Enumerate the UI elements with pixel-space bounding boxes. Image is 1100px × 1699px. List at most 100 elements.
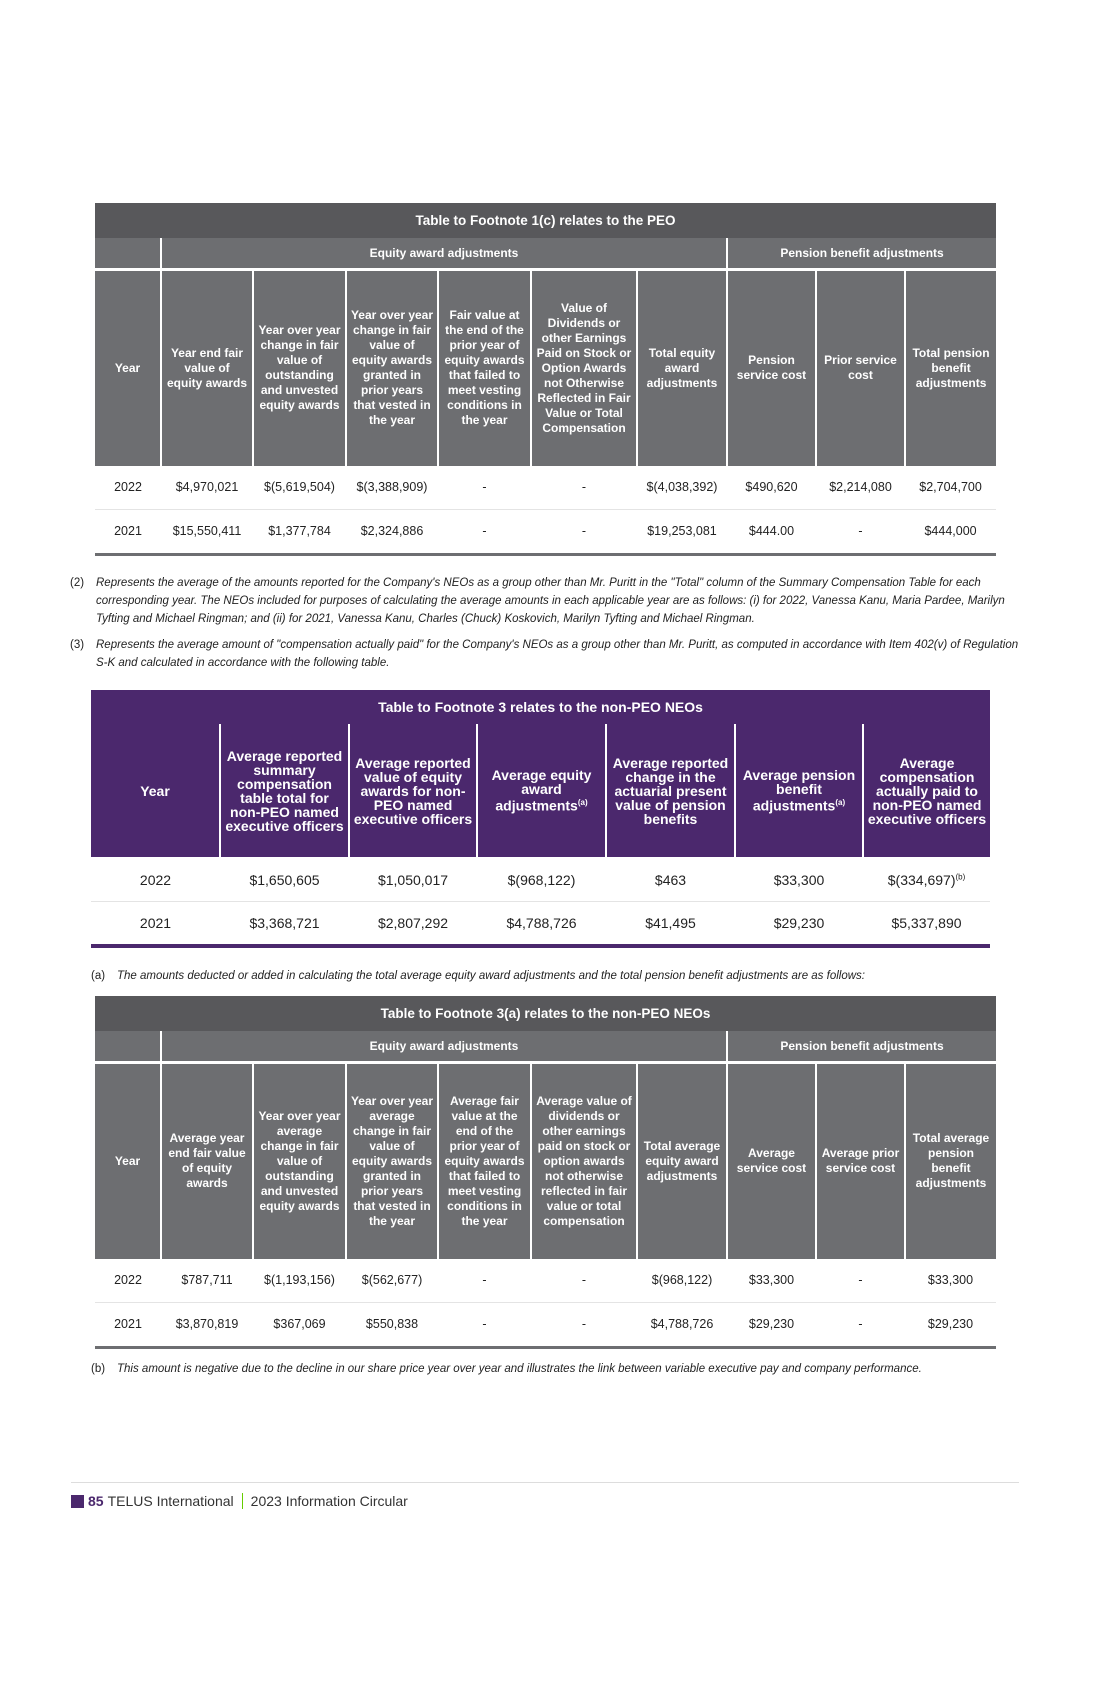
column-header-label: Average reported summary compensation ta… — [225, 747, 344, 834]
column-header: Year over year average change in fair va… — [252, 1062, 346, 1259]
footnote-2: (2) Represents the average of the amounts… — [70, 577, 1005, 625]
cell-value: $3,870,819 — [175, 1317, 239, 1331]
table-cell: $550,838 — [346, 1302, 438, 1349]
table-cell: $2,214,080 — [816, 465, 905, 510]
column-header: Pension service cost — [726, 269, 816, 466]
footnote-marker: (a) — [835, 798, 846, 808]
table-cell: $33,300 — [727, 1258, 816, 1303]
cell-value: $33,300 — [748, 1273, 795, 1287]
column-header: Year over year change in fair value of o… — [252, 269, 346, 466]
group-header: Equity award adjustments — [160, 1031, 727, 1064]
table-cell: 2021 — [95, 1302, 161, 1349]
cell-value: $1,050,017 — [377, 872, 449, 888]
table-row: 2021 $3,368,721 $2,807,292 $4,788,726 $41,49… — [91, 901, 991, 948]
column-header: Average reported summary compensation ta… — [219, 724, 349, 859]
cell-value: $1,650,605 — [249, 872, 320, 888]
table-cell: - — [438, 465, 531, 510]
table-cell: $29,230 — [735, 901, 863, 948]
table-title: Table to Footnote 1(c) relates to the PE… — [95, 203, 997, 238]
table-cell: $490,620 — [727, 465, 816, 510]
column-header: Average fair value at the end of the pri… — [437, 1062, 531, 1259]
footnote-3: (3) Represents the average amount of "com… — [70, 639, 1019, 669]
footnote-b: (b) This amount is negative due to the de… — [91, 1363, 922, 1375]
table-cell: $2,807,292 — [349, 901, 477, 948]
cell-value: $5,337,890 — [891, 915, 962, 931]
cell-value: $2,704,700 — [919, 480, 982, 494]
table-cell: 2022 — [91, 858, 220, 902]
table-cell: - — [438, 1302, 531, 1349]
cell-value: $4,788,726 — [506, 915, 577, 931]
cell-value: $29,230 — [773, 915, 825, 931]
cell-value: - — [482, 1273, 487, 1287]
table-cell: - — [531, 509, 637, 556]
column-header-label: Average service cost — [736, 1146, 807, 1176]
table-cell: - — [438, 509, 531, 556]
column-header-label: Average year end fair value of equity aw… — [168, 1131, 246, 1191]
table-cell: $367,069 — [253, 1302, 346, 1349]
cell-value: 2021 — [114, 524, 142, 538]
table-cell: $33,300 — [735, 858, 863, 902]
table-cell: $(968,122) — [477, 858, 606, 902]
cell-value: - — [858, 524, 863, 538]
cell-value: $15,550,411 — [172, 524, 242, 538]
table-cell: $29,230 — [905, 1302, 996, 1349]
cell-value: - — [581, 480, 587, 494]
document-title: 2023 Information Circular — [250, 1493, 408, 1509]
column-header: Average reported value of equity awards … — [348, 724, 477, 859]
column-header-label: Year — [114, 1153, 141, 1168]
table-cell: $41,495 — [606, 901, 735, 948]
column-header: Average equity award adjustments(a) — [476, 724, 606, 859]
table-cell: 2021 — [91, 901, 220, 948]
group-header: Equity award adjustments — [160, 238, 727, 271]
group-header: Pension benefit adjustments — [725, 238, 997, 271]
column-header-label: Total average pension benefit adjustment… — [912, 1131, 990, 1191]
table-cell: $(334,697)(b) — [863, 858, 991, 902]
cell-value: $(3,388,909) — [356, 480, 428, 494]
brand-square-icon — [71, 1494, 84, 1508]
table-cell: $4,788,726 — [637, 1302, 727, 1349]
table-cell: - — [816, 1258, 905, 1303]
table-cell: - — [531, 465, 637, 510]
page-number: 85 — [88, 1493, 104, 1509]
table-cell: $(1,193,156) — [253, 1258, 346, 1303]
cell-value: $19,253,081 — [647, 524, 717, 538]
column-header-label: Year over year average change in fair va… — [258, 1108, 341, 1213]
table-cell: $4,970,021 — [161, 465, 253, 510]
table-cell: $1,050,017 — [349, 858, 477, 902]
cell-value: $4,788,726 — [650, 1317, 714, 1331]
cell-value: - — [858, 1317, 863, 1331]
column-header-label: Year over year average change in fair va… — [350, 1093, 434, 1228]
cell-value: $(968,122) — [507, 872, 576, 888]
table-title: Table to Footnote 3 relates to the non-P… — [91, 690, 991, 724]
cell-value: - — [858, 1273, 863, 1287]
column-header-label: Average value of dividends or other earn… — [536, 1093, 632, 1228]
cell-value: 2021 — [139, 915, 172, 931]
column-header-label: Prior service cost — [824, 353, 897, 383]
column-header: Average reported change in the actuarial… — [605, 724, 735, 859]
non-peo-adjustments-table: Table to Footnote 3(a) relates to the no… — [95, 996, 996, 1349]
table-row: 2022 $787,711 $(1,193,156) $(562,677) - - $(96… — [95, 1258, 996, 1303]
cell-value: $(4,038,392) — [646, 480, 718, 494]
column-header: Year over year average change in fair va… — [345, 1062, 438, 1259]
column-header-label: Pension service cost — [736, 353, 807, 383]
cell-value: - — [482, 480, 487, 494]
cell-value: - — [581, 1273, 587, 1287]
column-header-label: Average fair value at the end of the pri… — [444, 1093, 525, 1228]
footnote-a: (a) The amounts deducted or added in calc… — [91, 970, 865, 982]
column-header: Year — [91, 724, 220, 859]
footer-divider — [71, 1482, 1019, 1483]
cell-value: $29,230 — [927, 1317, 974, 1331]
table-title: Table to Footnote 3(a) relates to the no… — [95, 996, 996, 1031]
table-row: 2021 $15,550,411 $1,377,784 $2,324,886 - - $19… — [95, 509, 997, 556]
table-cell: $(968,122) — [637, 1258, 727, 1303]
table-cell: 2022 — [95, 1258, 161, 1303]
table-cell: $3,368,721 — [220, 901, 349, 948]
column-header: Average value of dividends or other earn… — [530, 1062, 637, 1259]
column-header: Average service cost — [726, 1062, 816, 1259]
cell-value: $(562,677) — [361, 1273, 423, 1287]
table-cell: $2,704,700 — [905, 465, 997, 510]
column-header: Prior service cost — [815, 269, 905, 466]
column-header-label: Average equity award adjustments — [491, 767, 592, 814]
cell-value: $2,324,886 — [360, 524, 424, 538]
column-header: Value of Dividends or other Earnings Pai… — [530, 269, 637, 466]
